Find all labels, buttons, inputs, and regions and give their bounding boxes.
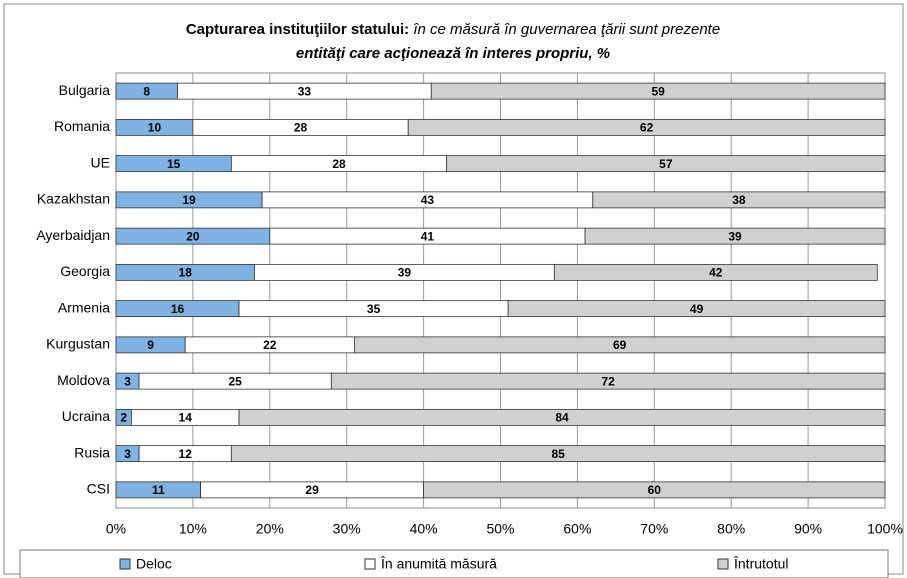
value-label: 39 xyxy=(398,266,412,280)
bar-segment xyxy=(592,191,886,209)
x-tick-label: 60% xyxy=(563,521,591,537)
value-label: 28 xyxy=(294,121,308,135)
value-label: 10 xyxy=(148,121,162,135)
y-tick-label: Romania xyxy=(54,118,110,134)
value-label: 72 xyxy=(601,374,615,388)
legend-label: Întrutotul xyxy=(733,556,788,572)
chart-title: Capturarea instituţiilor statului: în ce… xyxy=(186,21,720,38)
y-tick-label: Kurgustan xyxy=(46,336,110,352)
y-tick-label: Kazakhstan xyxy=(37,191,110,207)
value-label: 49 xyxy=(690,302,704,316)
value-label: 59 xyxy=(651,84,665,98)
bar-segment xyxy=(330,372,886,390)
value-label: 42 xyxy=(709,266,723,280)
value-label: 28 xyxy=(332,157,346,171)
value-label: 38 xyxy=(732,193,746,207)
legend-box xyxy=(19,549,889,578)
value-label: 12 xyxy=(179,447,193,461)
value-label: 62 xyxy=(640,121,654,135)
value-label: 33 xyxy=(298,84,312,98)
bar-segment xyxy=(584,227,886,245)
bar-segment xyxy=(446,155,886,173)
value-label: 85 xyxy=(551,447,565,461)
y-tick-label: Ucraina xyxy=(62,408,110,424)
y-tick-label: CSI xyxy=(87,481,110,497)
legend-swatch xyxy=(717,558,729,570)
title-italic: în ce măsură în guvernarea ţării sunt pr… xyxy=(413,21,720,38)
value-label: 39 xyxy=(728,229,742,243)
value-label: 57 xyxy=(659,157,673,171)
x-tick-label: 100% xyxy=(867,521,903,537)
y-tick-label: Rusia xyxy=(74,444,110,460)
value-label: 29 xyxy=(305,483,319,497)
legend-label: În anumită măsură xyxy=(380,556,497,572)
value-label: 84 xyxy=(555,411,569,425)
x-tick-label: 10% xyxy=(179,521,207,537)
bar-segment xyxy=(423,481,886,499)
bar-segment xyxy=(238,408,886,426)
value-label: 14 xyxy=(179,411,193,425)
value-label: 15 xyxy=(167,157,181,171)
y-tick-label: Bulgaria xyxy=(59,82,111,98)
y-tick-label: Armenia xyxy=(58,299,110,315)
x-tick-label: 80% xyxy=(717,521,745,537)
x-tick-label: 20% xyxy=(256,521,284,537)
value-label: 25 xyxy=(229,374,243,388)
value-label: 11 xyxy=(152,483,165,497)
value-label: 2 xyxy=(120,411,127,425)
value-label: 43 xyxy=(421,193,435,207)
x-tick-label: 30% xyxy=(333,521,361,537)
y-tick-label: UE xyxy=(91,154,110,170)
x-tick-label: 70% xyxy=(640,521,668,537)
x-tick-label: 90% xyxy=(794,521,822,537)
title-line-2: entităţi care acţionează în interes prop… xyxy=(296,45,610,62)
value-label: 41 xyxy=(421,229,435,243)
value-label: 35 xyxy=(367,302,381,316)
legend-label: Deloc xyxy=(136,556,172,572)
value-label: 69 xyxy=(613,338,627,352)
bar-segment xyxy=(230,445,886,463)
value-label: 9 xyxy=(147,338,154,352)
bar-segment xyxy=(507,300,886,318)
bar-segment xyxy=(553,263,878,281)
legend-swatch xyxy=(364,558,376,570)
legend-swatch xyxy=(119,558,131,570)
y-tick-label: Georgia xyxy=(60,263,110,279)
y-tick-label: Moldova xyxy=(57,372,110,388)
y-tick-label: Ayerbaidjan xyxy=(36,227,110,243)
value-label: 3 xyxy=(124,374,131,388)
value-label: 60 xyxy=(648,483,662,497)
value-label: 22 xyxy=(263,338,277,352)
value-label: 3 xyxy=(124,447,131,461)
value-label: 20 xyxy=(186,229,200,243)
x-tick-label: 40% xyxy=(410,521,438,537)
bar-segment xyxy=(353,336,886,354)
bar-segment xyxy=(430,82,886,100)
x-tick-label: 50% xyxy=(486,521,514,537)
x-tick-label: 0% xyxy=(106,521,126,537)
value-label: 19 xyxy=(182,193,196,207)
value-label: 8 xyxy=(143,84,150,98)
value-label: 18 xyxy=(179,266,193,280)
value-label: 16 xyxy=(171,302,185,316)
bar-segment xyxy=(407,118,886,136)
title-bold: Capturarea instituţiilor statului: xyxy=(186,21,409,38)
